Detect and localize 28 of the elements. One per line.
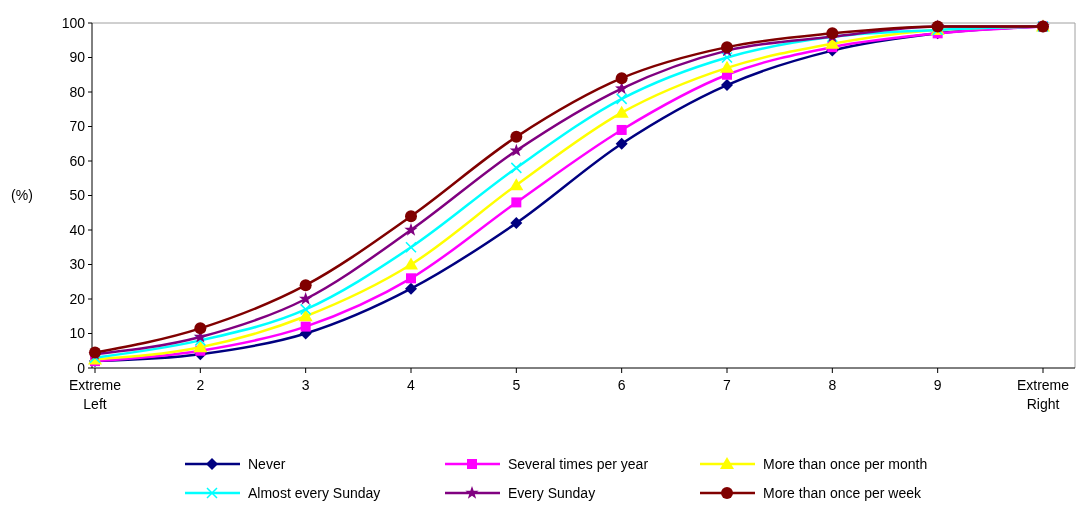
x-tick-label: 2 <box>196 377 205 393</box>
y-tick-label: 30 <box>69 256 86 273</box>
y-tick-label: 10 <box>69 325 86 342</box>
y-tick-label: 20 <box>69 290 86 307</box>
y-tick-label: 70 <box>69 118 86 135</box>
legend-label: Never <box>248 455 286 472</box>
x-tick-label: 5 <box>512 377 521 393</box>
y-tick-label: 90 <box>69 49 86 66</box>
y-tick-label: 100 <box>61 14 86 31</box>
x-tick-label: 3 <box>301 377 310 393</box>
legend-label: Several times per year <box>508 455 649 472</box>
x-tick-label: 7 <box>723 377 732 393</box>
x-tick-label: 6 <box>617 377 626 393</box>
x-tick-label: 8 <box>828 377 837 393</box>
legend-label: Every Sunday <box>508 484 596 501</box>
x-tick-label: Extreme Left <box>68 377 122 412</box>
legend-label: More than once per week <box>763 484 922 501</box>
y-tick-label: 60 <box>69 152 86 169</box>
y-tick-label: 0 <box>77 359 86 376</box>
y-axis-title: (%) <box>11 187 33 204</box>
y-tick-label: 80 <box>69 83 86 100</box>
x-tick-label: 9 <box>933 377 942 393</box>
x-tick-label: 4 <box>407 377 416 393</box>
legend-label: More than once per month <box>763 455 928 472</box>
legend-label: Almost every Sunday <box>248 484 381 501</box>
x-tick-label: Extreme Right <box>1016 377 1070 412</box>
y-tick-label: 40 <box>69 221 86 238</box>
y-tick-label: 50 <box>69 187 86 204</box>
